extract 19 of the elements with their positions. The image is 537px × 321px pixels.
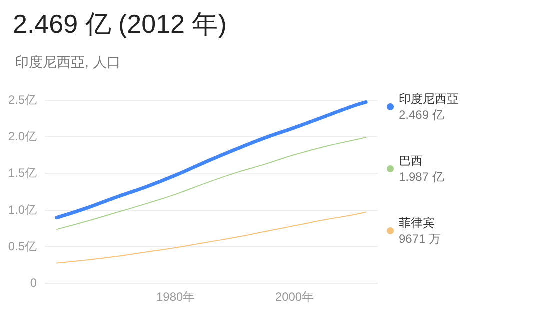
line-series [56, 137, 367, 230]
chart-subtitle: 印度尼西亞, 人口 [15, 54, 121, 70]
x-tick-label: 1980年 [156, 290, 196, 304]
y-tick-label: 1.5亿 [8, 166, 37, 180]
line-series [55, 100, 368, 220]
text: 2.469 亿 [399, 108, 444, 122]
line-series [56, 212, 367, 264]
legend-label: 印度尼西亞 [399, 92, 459, 106]
chart-title: 2.469 亿 (2012 年) [13, 9, 227, 39]
y-tick-label: 0 [30, 276, 38, 290]
x-tick-label: 2000年 [275, 290, 314, 304]
text: 9671 万 [399, 232, 442, 246]
y-tick-label: 0.5亿 [8, 239, 37, 254]
legend-label: 巴西 [399, 154, 423, 168]
legend-label: 菲律宾 [399, 216, 435, 230]
y-tick-label: 1.0亿 [8, 202, 37, 217]
text: 1.987 亿 [399, 170, 444, 184]
y-tick-label: 2.0亿 [8, 130, 37, 144]
y-tick-label: 2.5亿 [8, 93, 37, 107]
